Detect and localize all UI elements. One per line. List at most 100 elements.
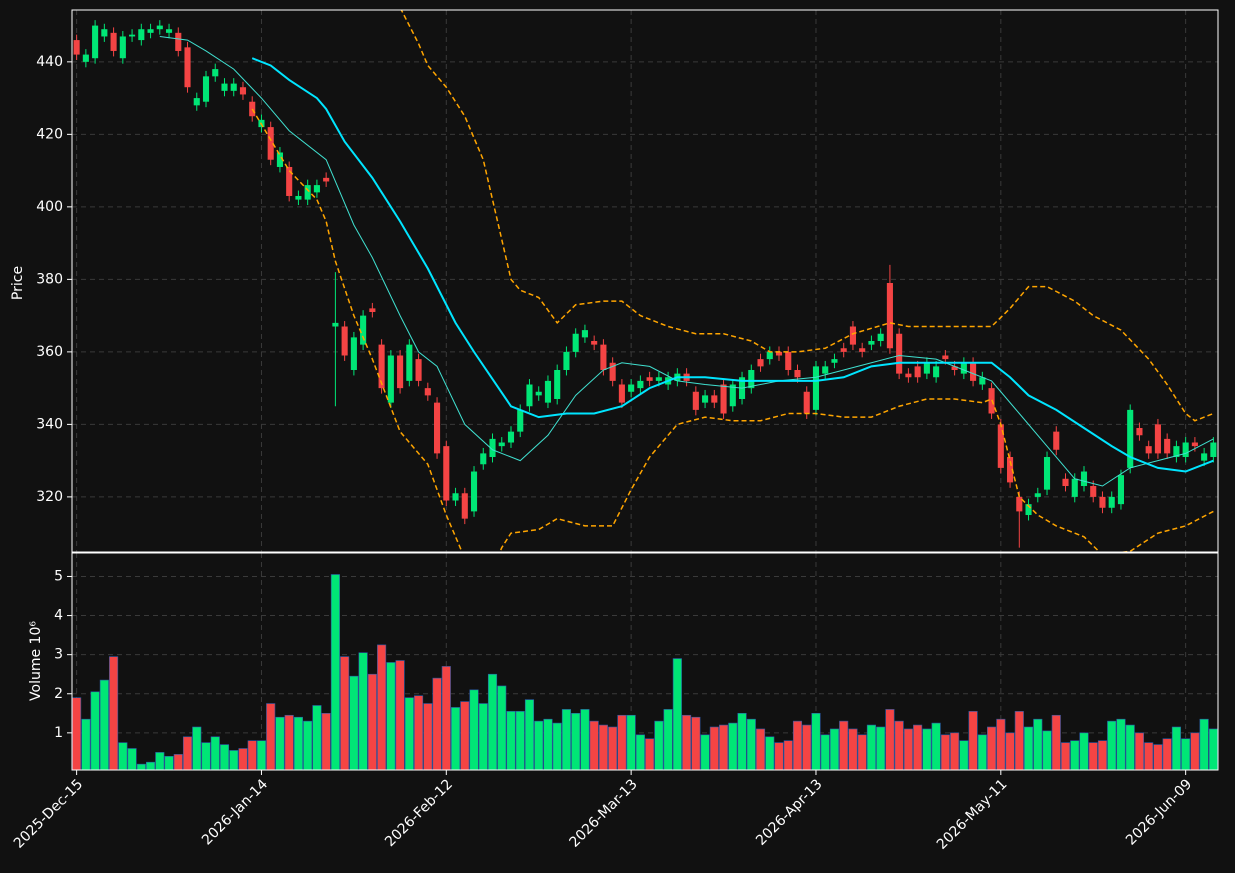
volume-bar [1060,742,1071,771]
volume-bar [1042,730,1052,771]
volume-bar [626,714,636,771]
volume-bar [1134,732,1144,771]
volume-bar [903,728,913,771]
volume-bar [1116,718,1126,771]
price-axis-label: Price [10,266,26,300]
volume-bar [700,734,710,771]
candle-body [646,377,653,381]
candle-body [914,366,921,378]
candle-body [1108,496,1115,508]
volume-bar [164,756,174,771]
candle-body [563,351,570,371]
volume-bar [229,750,239,771]
volume-bar [719,724,729,771]
volume-bar [72,697,82,771]
candle-body [147,29,154,33]
candle-body [923,362,930,374]
candle-body [452,493,459,501]
candle-body [1201,453,1208,461]
candle-body [526,384,533,407]
candle-body [295,195,302,200]
candle-body [415,359,422,381]
volume-bar [487,673,498,771]
candle-body [1053,431,1060,450]
volume-bar [802,724,812,771]
volume-bar [423,703,433,771]
candle-body [729,384,736,407]
candle-body [1154,424,1161,454]
candle-body [73,40,80,55]
candle-body [101,29,108,37]
volume-bar [709,726,719,771]
volume-bar [284,714,294,771]
volume-bar [497,685,507,771]
candle-body [165,29,173,33]
candle-body [896,333,903,374]
candle-body [360,315,367,345]
candle-body [535,391,542,396]
candle-body [221,83,228,91]
volume-bar [728,722,738,771]
volume-bar [404,697,414,771]
volume-bar [1097,740,1108,771]
candle-body [397,355,404,389]
candle-body [600,344,607,371]
candle-body [443,446,450,501]
volume-bar [839,720,849,771]
volume-bar [977,734,987,771]
volume-bar [635,734,645,771]
volume-bar [1005,732,1015,771]
volume-bar [1199,718,1209,771]
candle-body [757,359,764,367]
candle-body [1164,438,1171,454]
candle-body [609,362,616,381]
candle-body [1043,457,1051,490]
candle-body [581,330,588,338]
y-tick-label: 320 [36,489,63,505]
candle-body [711,395,718,403]
candle-body [230,83,237,91]
volume-bar [173,754,183,771]
volume-bar [848,728,858,771]
volume-bar [691,716,701,771]
y-tick-label: 360 [36,344,63,360]
candle-body [1034,493,1041,497]
volume-frame [71,552,1219,771]
candle-body [1117,475,1125,505]
volume-bar [922,728,932,771]
volume-bar [534,720,544,771]
candle-body [572,333,579,352]
volume-bar [1125,724,1135,771]
volume-bar [367,673,377,771]
volume-bar [414,695,424,771]
volume-bar [571,713,581,771]
candle-body [960,362,967,374]
volume-bar [1181,738,1191,771]
volume-bar [580,709,590,771]
volume-bar [1153,744,1163,771]
volume-bar [931,722,941,771]
candle-body [1080,471,1088,487]
candle-body [692,391,699,410]
candle-body [184,47,191,88]
volume-bar [312,705,322,771]
volume-bar [940,734,950,771]
volume-bar [996,718,1006,771]
volume-bar [774,742,784,771]
volume-bar [109,656,119,771]
candle-body [1099,496,1106,508]
volume-bar [450,707,461,771]
volume-bar [293,716,303,771]
volume-bar [894,720,904,771]
volume-bar [598,724,608,771]
candle-body [489,438,496,458]
candle-body [212,69,219,77]
volume-axis-label: Volume 10⁶ [28,621,44,701]
candle-body [618,384,625,403]
candle-body [720,384,727,414]
y-tick-label: 400 [36,199,63,215]
volume-bar [617,714,627,771]
candle-body [175,32,182,51]
candle-body [267,127,274,160]
candle-body [1062,478,1069,487]
